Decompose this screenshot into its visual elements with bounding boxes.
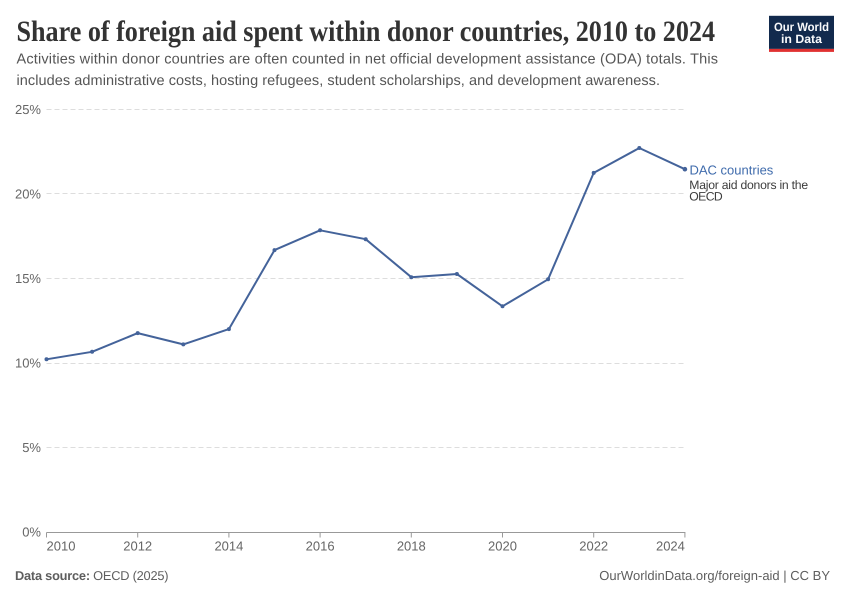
svg-text:15%: 15% xyxy=(15,271,41,286)
svg-text:2020: 2020 xyxy=(488,538,517,553)
svg-text:0%: 0% xyxy=(22,525,41,540)
svg-text:in Data: in Data xyxy=(781,32,822,46)
svg-text:2014: 2014 xyxy=(214,538,243,553)
svg-text:2018: 2018 xyxy=(397,538,426,553)
svg-text:25%: 25% xyxy=(15,102,41,117)
svg-text:5%: 5% xyxy=(22,440,41,455)
svg-text:2016: 2016 xyxy=(306,538,335,553)
svg-text:10%: 10% xyxy=(15,356,41,371)
svg-text:2024: 2024 xyxy=(656,538,685,553)
svg-text:2010: 2010 xyxy=(47,538,76,553)
svg-text:Data source: OECD (2025): Data source: OECD (2025) xyxy=(15,568,169,583)
svg-text:20%: 20% xyxy=(15,187,41,202)
svg-text:DAC countries: DAC countries xyxy=(690,163,774,178)
svg-text:OECD: OECD xyxy=(689,190,723,204)
svg-text:2022: 2022 xyxy=(579,538,608,553)
svg-text:Our World: Our World xyxy=(774,20,829,34)
svg-text:Activities within donor countr: Activities within donor countries are of… xyxy=(17,51,719,67)
svg-text:OurWorldinData.org/foreign-aid: OurWorldinData.org/foreign-aid | CC BY xyxy=(599,568,830,583)
svg-text:includes administrative costs,: includes administrative costs, hosting r… xyxy=(17,73,661,89)
svg-text:Share of foreign aid spent wit: Share of foreign aid spent within donor … xyxy=(17,16,716,48)
svg-text:Major aid donors in the: Major aid donors in the xyxy=(689,178,808,192)
svg-text:2012: 2012 xyxy=(123,538,152,553)
